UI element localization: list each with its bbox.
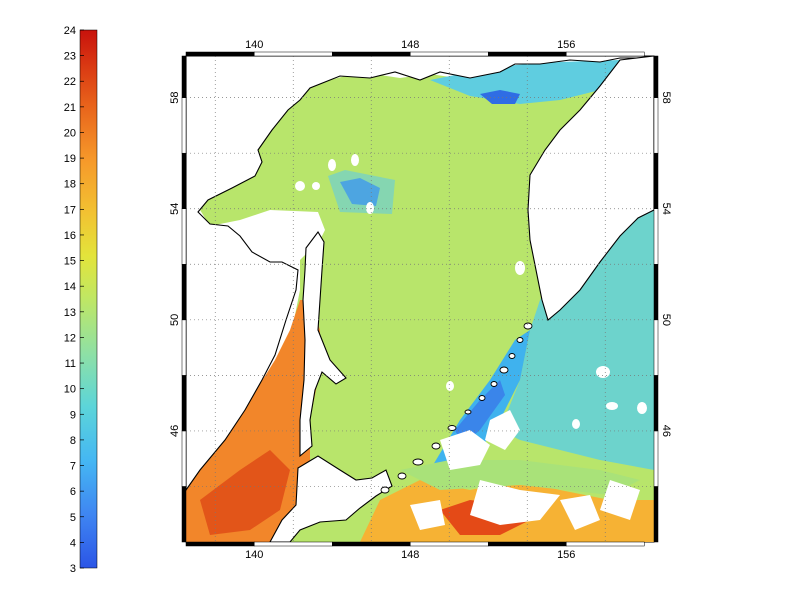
longitude-label-bottom: 156 — [557, 549, 575, 561]
colorbar-tick-label: 14 — [64, 281, 76, 293]
frame-bar-bottom — [488, 541, 567, 547]
frame-bar-bottom — [254, 541, 333, 547]
graticule — [186, 56, 654, 542]
latitude-label-left: 46 — [169, 425, 181, 437]
colorbar-tick-label: 5 — [70, 512, 76, 524]
frame-bar-right — [653, 152, 659, 209]
colorbar-tick-label: 22 — [64, 76, 76, 88]
latitude-labels-right: 58 54 50 46 — [660, 92, 672, 438]
frame-bar-right — [653, 430, 659, 487]
colorbar-tick-label: 13 — [64, 307, 76, 319]
frame-bar-top — [185, 51, 255, 57]
latitude-label-right: 54 — [660, 203, 672, 215]
colorbar-tick-label: 6 — [70, 486, 76, 498]
frame-bar-left — [181, 486, 187, 543]
colorbar-tick-label: 16 — [64, 230, 76, 242]
frame-bar-bottom — [566, 541, 645, 547]
frame-bar-right — [653, 97, 659, 154]
colorbar-tick-label: 3 — [70, 563, 76, 575]
colorbar-tick-labels: 3 4 5 6 7 8 9 10 11 12 13 14 15 16 17 18 19 20 21 22 23 24 — [64, 25, 84, 575]
colorbar-tick-label: 8 — [70, 435, 76, 447]
colorbar-tick-label: 18 — [64, 179, 76, 191]
frame-bar-right — [653, 375, 659, 432]
colorbar-tick-label: 12 — [64, 332, 76, 344]
longitude-label-top: 140 — [245, 39, 263, 51]
frame-bar-left — [181, 208, 187, 265]
colorbar-tick-label: 17 — [64, 204, 76, 216]
hot-zone-japan-sea-south — [200, 450, 290, 535]
cool-zone-kuril-deep — [455, 380, 505, 445]
missing-data-patches — [295, 154, 647, 530]
longitude-label-bottom: 140 — [245, 549, 263, 561]
frame-bar-left — [181, 55, 187, 98]
data-field — [186, 56, 654, 542]
latitude-label-left: 58 — [169, 92, 181, 104]
land-hokkaido — [269, 455, 393, 542]
frame-bar-bottom — [410, 541, 489, 547]
colorbar-tick-label: 20 — [64, 127, 76, 139]
coastlines — [186, 56, 654, 542]
frame-bar-left — [181, 152, 187, 209]
frame-bar-right — [653, 55, 659, 98]
latitude-label-left: 54 — [169, 203, 181, 215]
latitude-label-right: 46 — [660, 425, 672, 437]
latitude-label-left: 50 — [169, 314, 181, 326]
colorbar-tick-label: 10 — [64, 384, 76, 396]
latitude-label-right: 50 — [660, 314, 672, 326]
longitude-label-top: 148 — [401, 39, 419, 51]
frame-bar-bottom — [332, 541, 411, 547]
colorbar-tick-label: 7 — [70, 461, 76, 473]
colorbar-tick-label: 19 — [64, 153, 76, 165]
mid-zone-pacific-south — [400, 460, 640, 495]
frame-bar-top — [410, 51, 489, 57]
land-mainland — [186, 56, 654, 491]
kuril-islands — [380, 322, 533, 494]
frame-bar-top — [332, 51, 411, 57]
colorbar-tick-label: 15 — [64, 256, 76, 268]
frame-bar-top — [254, 51, 333, 57]
frame-bar-left — [181, 430, 187, 487]
cyan-around-cold-patch — [328, 170, 395, 214]
frame-bar-left — [181, 264, 187, 321]
frame-bar-right — [653, 486, 659, 543]
frame-bar-bottom — [185, 541, 255, 547]
longitude-labels-top: 140 148 156 — [245, 39, 575, 51]
colorbar-tick-label: 23 — [64, 51, 76, 63]
colorbar-gradient — [79, 29, 98, 569]
frame-bar-left — [181, 97, 187, 154]
frame-bar-right — [653, 208, 659, 265]
colorbar: 3 4 5 6 7 8 9 10 11 12 13 14 15 16 17 18 19 20 21 22 23 24 — [64, 25, 98, 575]
longitude-label-bottom: 148 — [401, 549, 419, 561]
frame-bar-top — [566, 51, 645, 57]
frame-bar-left — [181, 319, 187, 376]
colorbar-tick-label: 21 — [64, 102, 76, 114]
longitude-label-top: 156 — [557, 39, 575, 51]
frame-bar-left — [181, 375, 187, 432]
latitude-labels-left: 58 54 50 46 — [169, 92, 181, 438]
latitude-label-right: 58 — [660, 92, 672, 104]
land-kamchatka — [527, 56, 654, 321]
longitude-labels-bottom: 140 148 156 — [245, 549, 575, 561]
cold-patch-shelikhov — [480, 90, 520, 104]
frame-bar-right — [653, 319, 659, 376]
frame-bar-right — [653, 264, 659, 321]
colorbar-tick-label: 4 — [70, 537, 76, 549]
colorbar-tick-label: 24 — [64, 25, 76, 37]
frame-bar-top — [488, 51, 567, 57]
colorbar-tick-label: 9 — [70, 409, 76, 421]
frame-scale-bars — [181, 51, 659, 547]
land-sakhalin — [299, 231, 347, 458]
colorbar-tick-label: 11 — [65, 358, 76, 370]
